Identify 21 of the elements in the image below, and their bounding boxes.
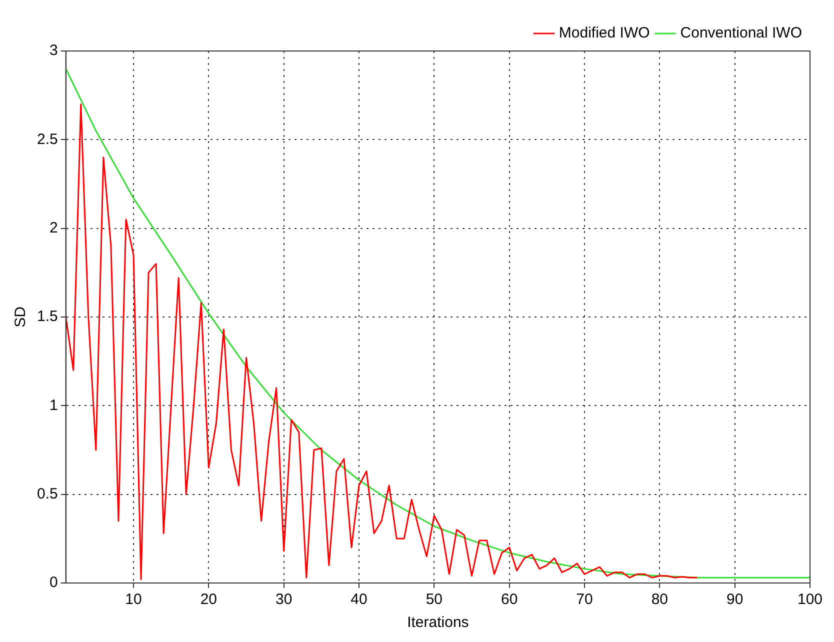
y-tick-label: 1.5 [36,308,58,326]
x-tick-label: 20 [200,591,218,608]
x-tick-label: 10 [125,591,142,608]
x-tick-label: 100 [797,591,823,608]
x-tick-label: 70 [576,591,593,608]
y-axis-title: SD [12,306,30,328]
y-tick-label: 1 [50,396,58,414]
x-axis-title: Iterations [407,614,469,632]
y-tick-label: 0 [50,574,58,592]
y-tick-label: 0.5 [36,485,58,502]
x-tick-label: 40 [350,591,368,608]
x-tick-label: 50 [426,591,443,608]
y-tick-label: 2 [50,219,58,236]
x-tick-label: 30 [275,591,292,608]
legend-label: Modified IWO [558,24,650,42]
legend-label: Conventional IWO [680,24,802,42]
y-tick-label: 2.5 [36,130,58,148]
x-tick-label: 60 [500,591,518,608]
x-tick-label: 90 [726,591,744,608]
y-tick-label: 3 [50,42,58,60]
x-tick-label: 80 [651,591,668,608]
